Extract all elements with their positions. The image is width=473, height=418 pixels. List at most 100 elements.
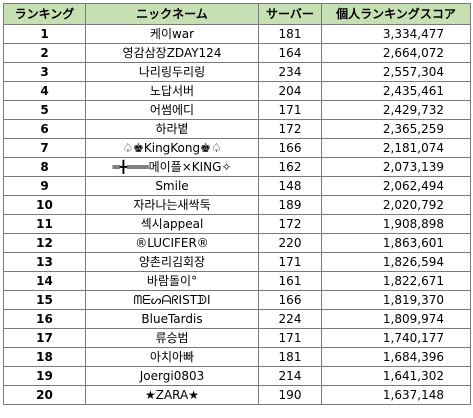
- score-cell: 2,073,139: [321, 157, 471, 177]
- score-cell: 2,429,732: [321, 100, 471, 120]
- rank-cell: 4: [3, 81, 86, 101]
- rank-cell: 2: [3, 43, 86, 63]
- score-cell: 1,684,396: [321, 347, 471, 367]
- table-row: 12 ®LUCIFER® 220 1,863,601: [3, 233, 471, 253]
- rank-cell: 19: [3, 366, 86, 386]
- nickname-cell: 어썸에디: [85, 100, 259, 120]
- server-cell: 161: [258, 271, 322, 291]
- score-cell: 1,826,594: [321, 252, 471, 272]
- server-cell: 171: [258, 328, 322, 348]
- table-row: 16 BlueTardis 224 1,809,974: [3, 309, 471, 329]
- score-cell: 2,365,259: [321, 119, 471, 139]
- table-row: 19 Joergi0803 214 1,641,302: [3, 366, 471, 386]
- rank-column-header: ランキング: [3, 3, 86, 25]
- rank-cell: 7: [3, 138, 86, 158]
- server-cell: 189: [258, 195, 322, 215]
- table-row: 9 Smile 148 2,062,494: [3, 176, 471, 196]
- score-cell: 2,181,074: [321, 138, 471, 158]
- nickname-cell: Joergi0803: [85, 366, 259, 386]
- rank-cell: 3: [3, 62, 86, 82]
- table-row: 20 ★ZARA★ 190 1,637,148: [3, 385, 471, 405]
- server-cell: 171: [258, 252, 322, 272]
- server-cell: 214: [258, 366, 322, 386]
- server-cell: 224: [258, 309, 322, 329]
- nickname-cell: 아치아빠: [85, 347, 259, 367]
- rank-cell: 8: [3, 157, 86, 177]
- rank-cell: 14: [3, 271, 86, 291]
- rank-cell: 10: [3, 195, 86, 215]
- score-cell: 2,062,494: [321, 176, 471, 196]
- rank-cell: 11: [3, 214, 86, 234]
- table-header: ランキング ニックネーム サーバー 個人ランキングスコア: [3, 3, 471, 25]
- table-row: 7 ♤♚KingKong♚♤ 166 2,181,074: [3, 138, 471, 158]
- nickname-column-header: ニックネーム: [85, 3, 259, 25]
- table-row: 18 아치아빠 181 1,684,396: [3, 347, 471, 367]
- rank-cell: 6: [3, 119, 86, 139]
- server-cell: 181: [258, 347, 322, 367]
- table-row: 10 자라나는새싹둑 189 2,020,792: [3, 195, 471, 215]
- score-cell: 2,664,072: [321, 43, 471, 63]
- server-cell: 204: [258, 81, 322, 101]
- rank-cell: 16: [3, 309, 86, 329]
- rank-cell: 12: [3, 233, 86, 253]
- nickname-cell: 자라나는새싹둑: [85, 195, 259, 215]
- score-cell: 1,809,974: [321, 309, 471, 329]
- table-row: 13 양촌리김회장 171 1,826,594: [3, 252, 471, 272]
- server-cell: 171: [258, 100, 322, 120]
- table-row: 14 바람돌이° 161 1,822,671: [3, 271, 471, 291]
- score-cell: 3,334,477: [321, 24, 471, 44]
- nickname-cell: 바람돌이°: [85, 271, 259, 291]
- rank-cell: 17: [3, 328, 86, 348]
- rank-cell: 13: [3, 252, 86, 272]
- score-cell: 2,557,304: [321, 62, 471, 82]
- rank-cell: 18: [3, 347, 86, 367]
- nickname-cell: ᗰᗴᔕᗩᖇISTᗫI: [85, 290, 259, 310]
- nickname-cell: 양촌리김회장: [85, 252, 259, 272]
- server-cell: 162: [258, 157, 322, 177]
- nickname-cell: 노답서버: [85, 81, 259, 101]
- table-row: 4 노답서버 204 2,435,461: [3, 81, 471, 101]
- nickname-cell: 섹시appeal: [85, 214, 259, 234]
- nickname-cell: ♤♚KingKong♚♤: [85, 138, 259, 158]
- nickname-cell: 케이war: [85, 24, 259, 44]
- table-row: 2 영감삼장ZDAY124 164 2,664,072: [3, 43, 471, 63]
- table-row: 3 나리링두리링 234 2,557,304: [3, 62, 471, 82]
- nickname-cell: ═╋═══메이플×KING✧: [85, 157, 259, 177]
- ranking-table: ランキング ニックネーム サーバー 個人ランキングスコア 1 케이war 181…: [3, 3, 471, 405]
- nickname-cell: 류승범: [85, 328, 259, 348]
- nickname-cell: ®LUCIFER®: [85, 233, 259, 253]
- score-cell: 2,435,461: [321, 81, 471, 101]
- table-row: 17 류승범 171 1,740,177: [3, 328, 471, 348]
- score-cell: 2,020,792: [321, 195, 471, 215]
- score-cell: 1,863,601: [321, 233, 471, 253]
- nickname-cell: 나리링두리링: [85, 62, 259, 82]
- table-row: 6 하라볕 172 2,365,259: [3, 119, 471, 139]
- server-cell: 181: [258, 24, 322, 44]
- table-row: 1 케이war 181 3,334,477: [3, 24, 471, 44]
- score-cell: 1,740,177: [321, 328, 471, 348]
- nickname-cell: ★ZARA★: [85, 385, 259, 405]
- server-cell: 164: [258, 43, 322, 63]
- nickname-cell: 영감삼장ZDAY124: [85, 43, 259, 63]
- table-row: 15 ᗰᗴᔕᗩᖇISTᗫI 166 1,819,370: [3, 290, 471, 310]
- nickname-cell: 하라볕: [85, 119, 259, 139]
- score-cell: 1,819,370: [321, 290, 471, 310]
- score-cell: 1,822,671: [321, 271, 471, 291]
- rank-cell: 20: [3, 385, 86, 405]
- server-column-header: サーバー: [258, 3, 322, 25]
- nickname-cell: BlueTardis: [85, 309, 259, 329]
- server-cell: 234: [258, 62, 322, 82]
- server-cell: 190: [258, 385, 322, 405]
- server-cell: 166: [258, 290, 322, 310]
- score-cell: 1,908,898: [321, 214, 471, 234]
- nickname-cell: Smile: [85, 176, 259, 196]
- server-cell: 148: [258, 176, 322, 196]
- score-cell: 1,637,148: [321, 385, 471, 405]
- server-cell: 220: [258, 233, 322, 253]
- score-column-header: 個人ランキングスコア: [321, 3, 471, 25]
- server-cell: 172: [258, 119, 322, 139]
- score-cell: 1,641,302: [321, 366, 471, 386]
- rank-cell: 15: [3, 290, 86, 310]
- table-row: 5 어썸에디 171 2,429,732: [3, 100, 471, 120]
